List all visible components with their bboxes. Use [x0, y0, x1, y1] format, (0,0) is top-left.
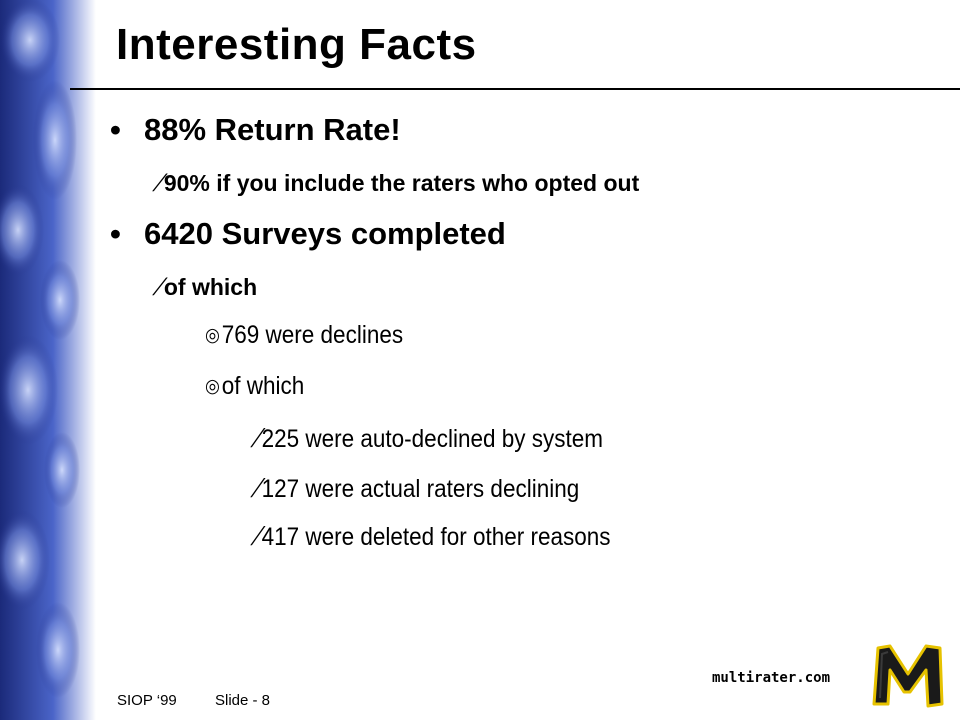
detail-raters-declining: ⁄127 were actual raters declining — [256, 474, 579, 504]
slide-title: Interesting Facts — [116, 20, 477, 69]
bullet-text: 6420 Surveys completed — [144, 216, 506, 251]
item-declines: ◎769 were declines — [205, 321, 403, 350]
detail-deleted-other: ⁄417 were deleted for other reasons — [256, 522, 611, 552]
bullet-text: 88% Return Rate! — [144, 112, 401, 147]
dash-bullet-icon: ⁄ — [256, 522, 260, 551]
item-of-which: ◎of which — [205, 372, 304, 401]
sub-bullet-text: of which — [163, 274, 258, 300]
dash-bullet-icon: ⁄ — [158, 171, 162, 197]
dash-bullet-icon: ⁄ — [256, 474, 260, 503]
m-logo-icon — [868, 640, 948, 715]
circle-bullet-icon: ◎ — [205, 324, 220, 346]
title-divider — [70, 88, 960, 90]
footer-slide-number: Slide - 8 — [215, 692, 271, 709]
detail-text: 417 were deleted for other reasons — [261, 523, 611, 551]
item-text: 769 were declines — [221, 321, 404, 349]
sub-bullet-opted-out: ⁄90% if you include the raters who opted… — [158, 170, 639, 197]
item-text: of which — [221, 372, 305, 400]
circle-bullet-icon: ◎ — [205, 375, 220, 397]
bullet-dot-icon: • — [110, 112, 121, 147]
left-decorative-band — [0, 0, 96, 720]
footer-brand: multirater.com — [712, 670, 831, 686]
dash-bullet-icon: ⁄ — [158, 275, 162, 301]
footer-conference: SIOP ‘99 — [117, 692, 177, 709]
bullet-return-rate: • 88% Return Rate! — [110, 112, 401, 148]
bullet-surveys-completed: • 6420 Surveys completed — [110, 216, 506, 252]
sub-bullet-text: 90% if you include the raters who opted … — [163, 170, 640, 196]
detail-auto-declined: ⁄225 were auto-declined by system — [256, 424, 603, 454]
sub-bullet-of-which: ⁄of which — [158, 274, 257, 301]
detail-text: 127 were actual raters declining — [261, 475, 580, 503]
detail-text: 225 were auto-declined by system — [261, 425, 604, 453]
dash-bullet-icon: ⁄ — [256, 424, 260, 453]
bullet-dot-icon: • — [110, 216, 121, 251]
